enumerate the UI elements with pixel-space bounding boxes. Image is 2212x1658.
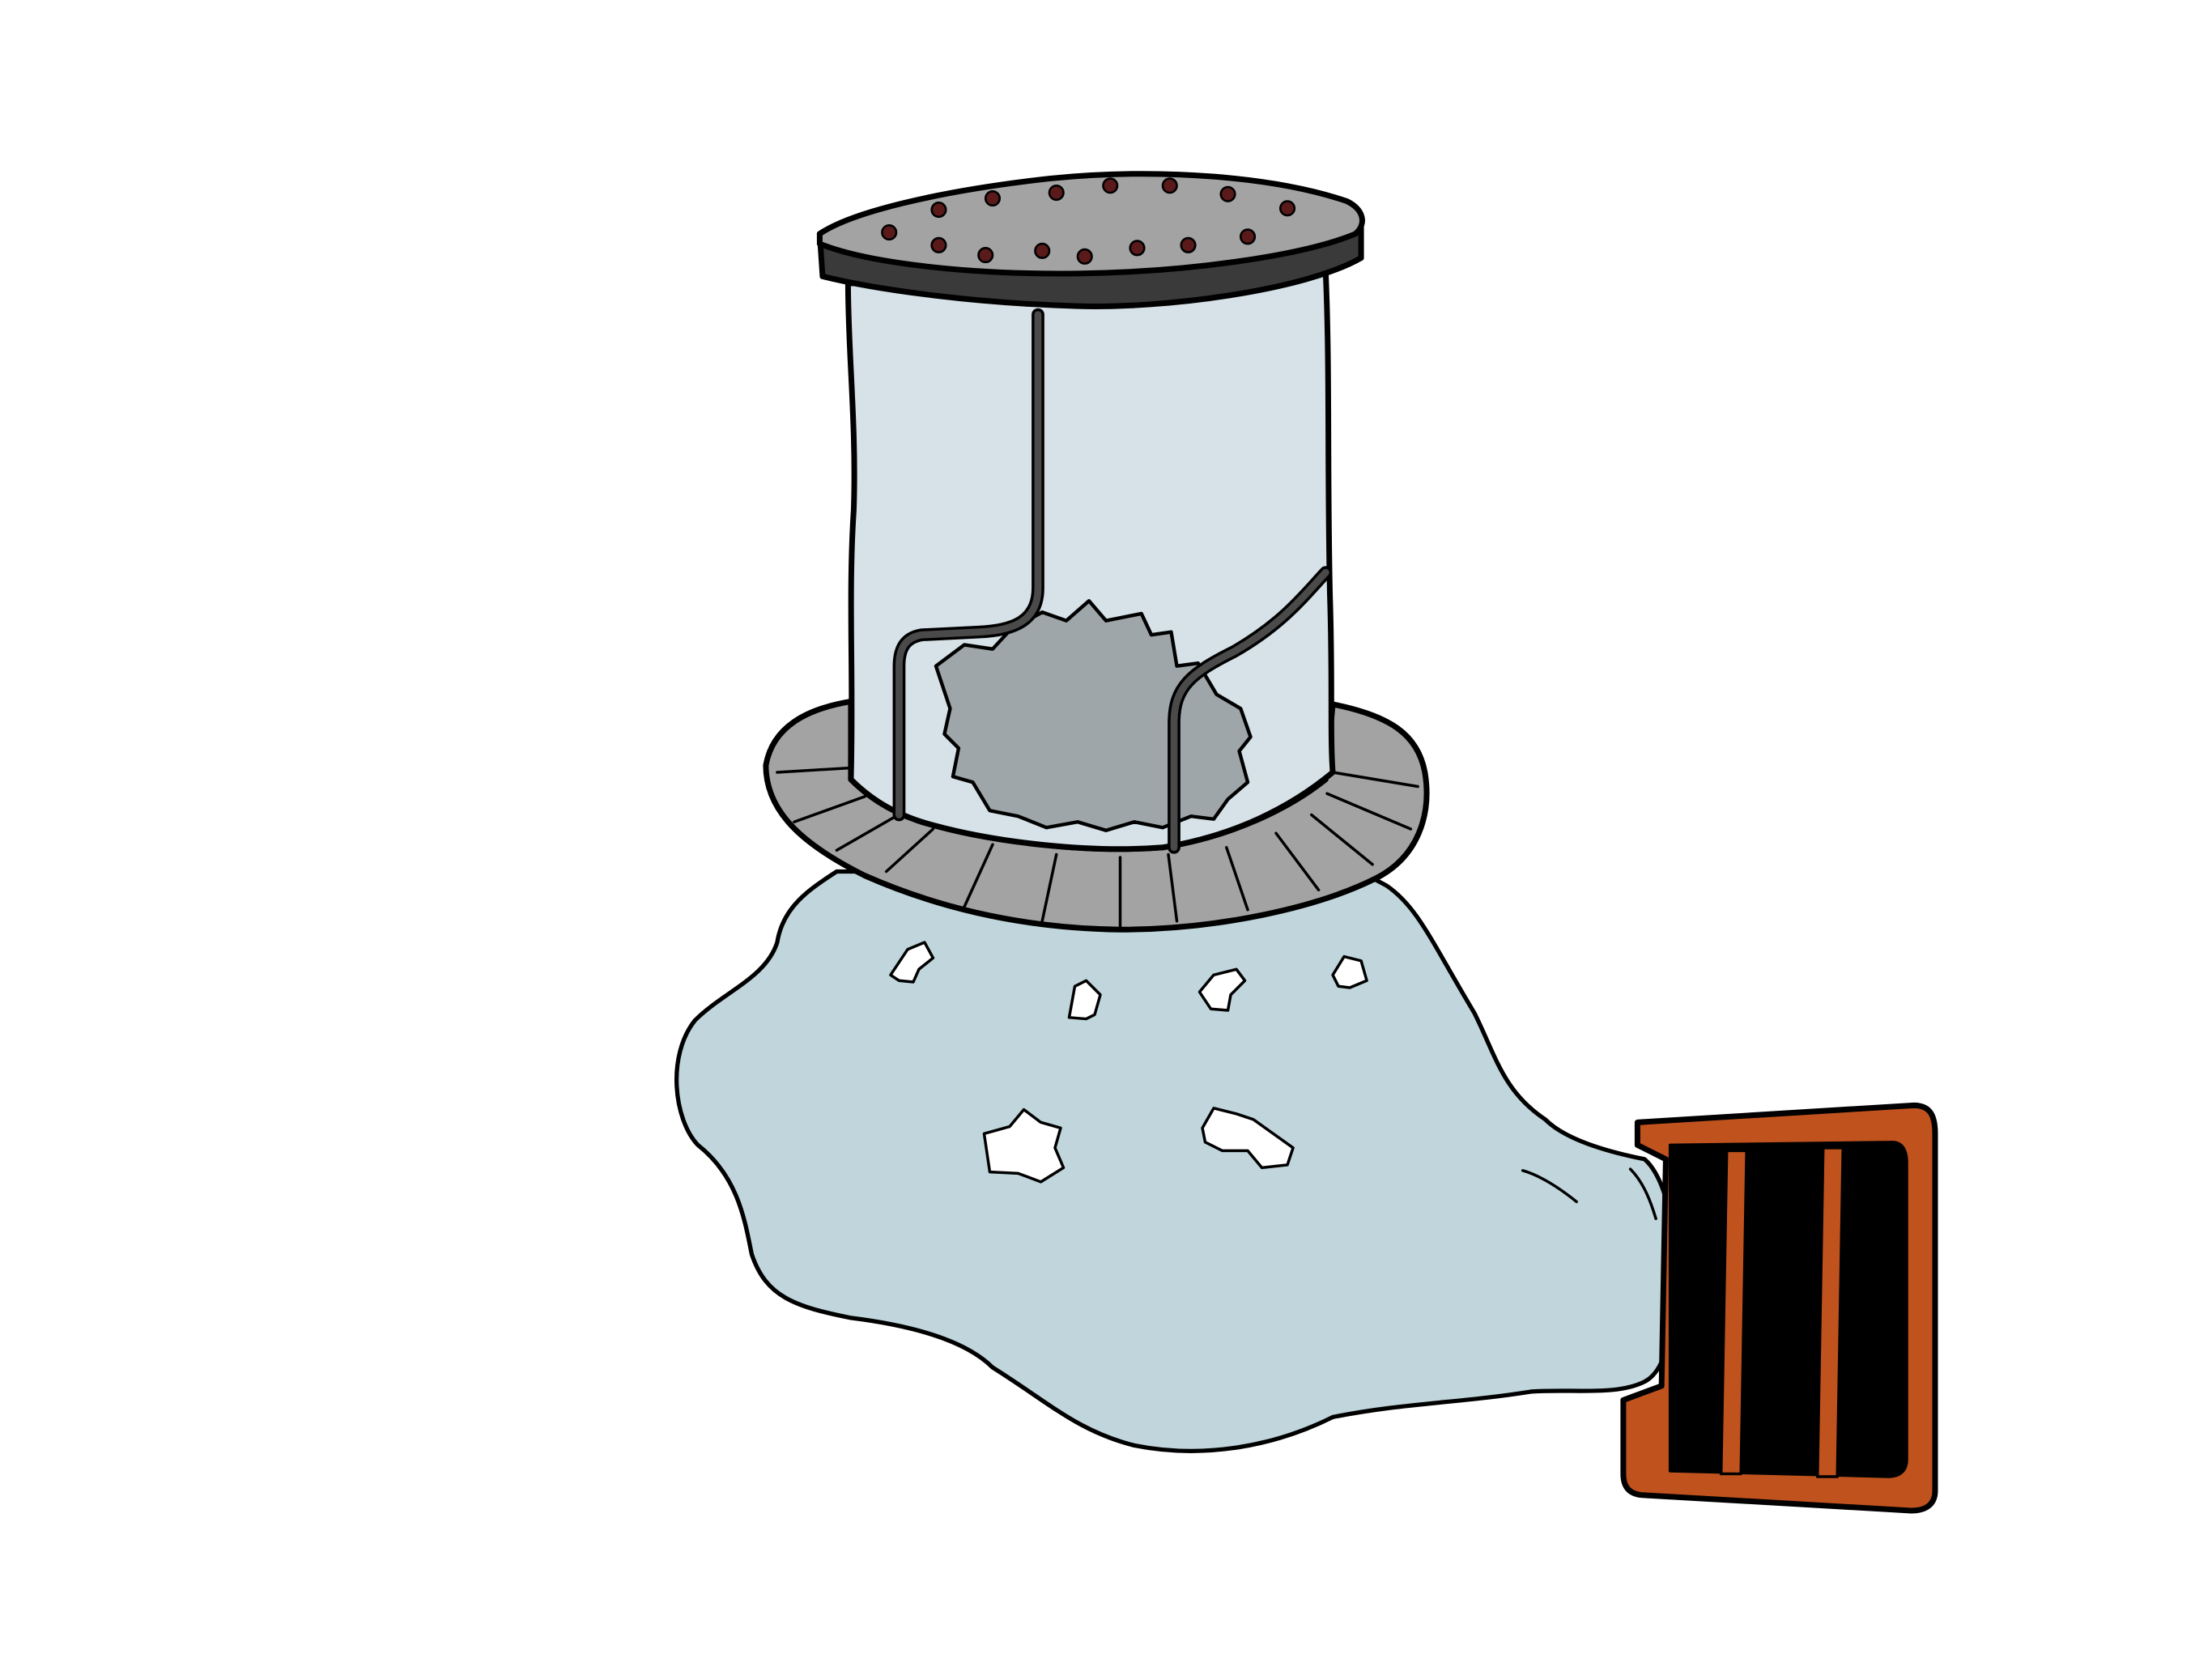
vent-grille-icon <box>1620 1102 1938 1514</box>
bag-icon <box>674 867 1675 1453</box>
shaker-lid-icon <box>816 171 1365 309</box>
collar-ring-icon <box>763 698 1430 933</box>
glass-cylinder-icon <box>844 269 1336 854</box>
lid-holes <box>881 177 1296 265</box>
